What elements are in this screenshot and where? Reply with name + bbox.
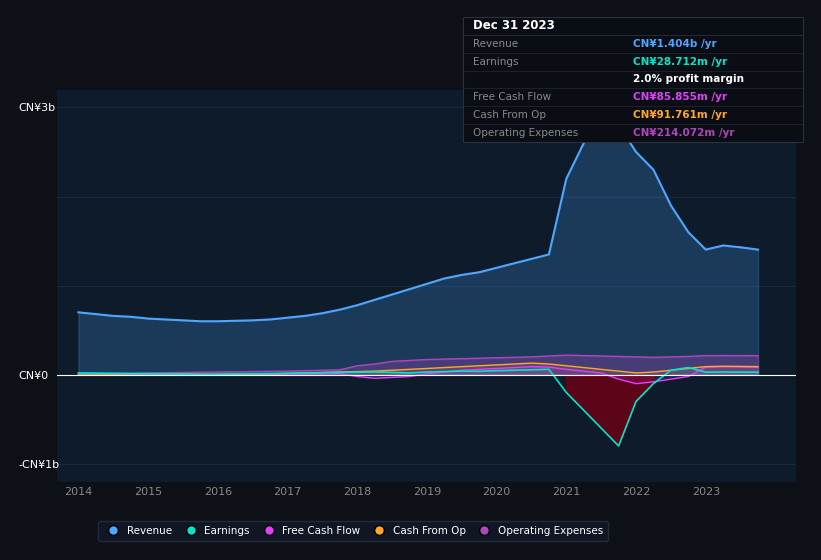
Text: CN¥85.855m /yr: CN¥85.855m /yr (633, 92, 727, 102)
Text: CN¥28.712m /yr: CN¥28.712m /yr (633, 57, 727, 67)
Legend: Revenue, Earnings, Free Cash Flow, Cash From Op, Operating Expenses: Revenue, Earnings, Free Cash Flow, Cash … (98, 521, 608, 541)
Text: Dec 31 2023: Dec 31 2023 (473, 20, 555, 32)
Text: Cash From Op: Cash From Op (473, 110, 546, 120)
Text: CN¥91.761m /yr: CN¥91.761m /yr (633, 110, 727, 120)
Text: CN¥214.072m /yr: CN¥214.072m /yr (633, 128, 735, 138)
Text: Free Cash Flow: Free Cash Flow (473, 92, 551, 102)
Text: 2.0% profit margin: 2.0% profit margin (633, 74, 744, 85)
Text: Operating Expenses: Operating Expenses (473, 128, 578, 138)
Text: CN¥1.404b /yr: CN¥1.404b /yr (633, 39, 717, 49)
Text: Earnings: Earnings (473, 57, 518, 67)
Text: Revenue: Revenue (473, 39, 518, 49)
